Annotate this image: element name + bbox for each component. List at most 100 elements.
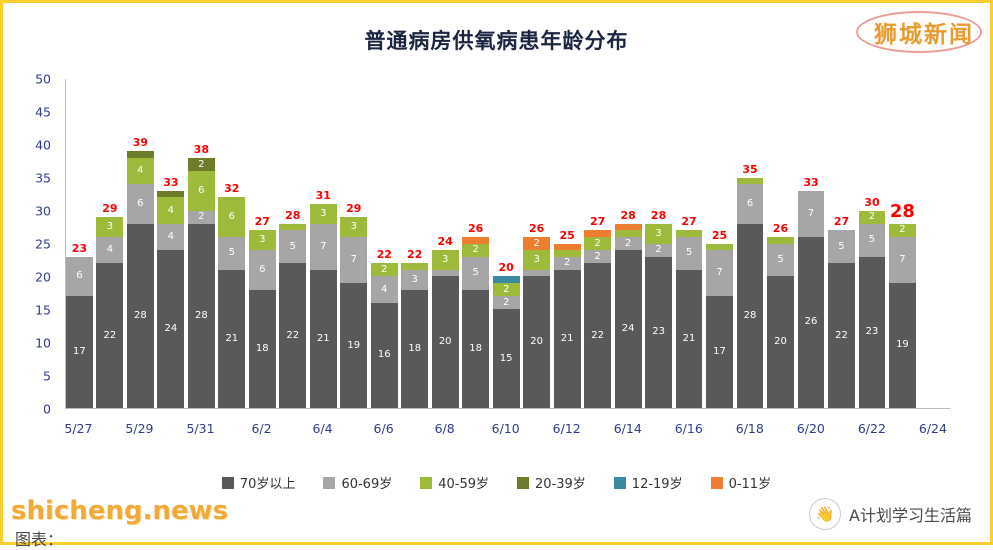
- bar-total-label: 28: [650, 208, 667, 222]
- segment-value-label: 21: [316, 332, 330, 344]
- stacked-bar: 22 5 28: [279, 79, 307, 408]
- bar-segment: [157, 190, 185, 198]
- stacked-bar: 23 2 3 28: [645, 79, 672, 408]
- bar-total-label: 38: [193, 142, 209, 156]
- legend-swatch-icon: [710, 476, 723, 489]
- bar-segment: 2: [553, 256, 581, 270]
- waving-hand-icon: 👋: [809, 498, 842, 530]
- bar-total-label: 25: [711, 228, 728, 242]
- segment-value-label: 15: [499, 352, 513, 364]
- bar-total-label: 35: [742, 162, 758, 176]
- segment-value-label: 19: [347, 339, 361, 351]
- bar-segment: 21: [553, 269, 581, 408]
- stacked-bar: 28 6 35: [736, 79, 764, 408]
- bar-segment: 5: [462, 256, 490, 290]
- segment-value-label: 24: [164, 323, 178, 335]
- bar-segment: 4: [157, 197, 185, 224]
- segment-value-label: 3: [411, 273, 418, 285]
- segment-value-label: 22: [286, 329, 300, 341]
- legend-label: 12-19岁: [631, 477, 683, 492]
- legend-label: 60-69岁: [341, 477, 393, 492]
- bar-segment: 3: [523, 250, 551, 270]
- bar-segment: 5: [218, 236, 246, 270]
- bar-total-label: 31: [315, 189, 331, 203]
- bar-total-label: 33: [803, 175, 819, 189]
- segment-value-label: 17: [713, 346, 726, 358]
- bar-total-label: 28: [285, 208, 301, 222]
- legend-label: 20-39岁: [535, 477, 586, 492]
- segment-value-label: 2: [594, 250, 601, 262]
- bar-total-label: 29: [346, 202, 362, 216]
- stacked-bar: 19 7 3 29: [340, 79, 368, 408]
- y-axis-label: 15: [35, 302, 51, 318]
- legend-swatch-icon: [420, 476, 433, 489]
- bar-segment: 2: [584, 250, 612, 264]
- segment-value-label: 24: [621, 323, 635, 335]
- stacked-bar: 24 4 4 33: [157, 79, 185, 408]
- legend-item: 0-11岁: [710, 473, 771, 492]
- bar-segment: 28: [126, 223, 154, 408]
- x-axis-label: 6/10: [491, 421, 520, 436]
- bar-total-label: 29: [102, 202, 118, 216]
- bar-segment: 20: [523, 276, 551, 408]
- x-axis-label: 6/12: [552, 421, 581, 436]
- bar-total-label: 28: [889, 200, 915, 222]
- y-axis-label: 20: [35, 269, 51, 285]
- bar-segment: 4: [370, 276, 398, 303]
- bar-segment: 5: [828, 230, 855, 264]
- segment-value-label: 4: [137, 165, 144, 177]
- bar-segment: 22: [584, 263, 612, 408]
- shicheng-news-logo: 狮城新闻: [874, 22, 974, 48]
- segment-value-label: 16: [377, 349, 391, 361]
- x-axis-label: 6/8: [434, 421, 455, 436]
- bar-segment: 18: [462, 289, 490, 408]
- bar-segment: 7: [706, 250, 733, 297]
- account-watermark: 👋 A计划学习生活篇: [809, 498, 972, 530]
- chart-title: 普通病房供氧病患年龄分布: [364, 29, 629, 54]
- bar-segment: 3: [645, 223, 672, 244]
- stacked-bar: 16 4 2 22: [370, 79, 398, 408]
- bar-segment: 3: [401, 269, 429, 290]
- bar-segment: 2: [523, 236, 551, 251]
- stacked-bar: 21 7 3 31: [309, 79, 337, 408]
- bar-segment: 18: [401, 289, 429, 408]
- stacked-bar: 24 2 28: [614, 79, 642, 408]
- bar-segment: [401, 263, 429, 270]
- stacked-bar: 22 2 2 27: [584, 79, 612, 408]
- stacked-bar: 22 5 27: [828, 79, 855, 408]
- bar-total-label: 20: [498, 261, 514, 275]
- x-axis-label: 6/14: [613, 421, 642, 436]
- bar-segment: [614, 230, 642, 237]
- bar-segment: 23: [858, 256, 886, 408]
- bar-total-label: 25: [559, 228, 575, 242]
- bar-segment: 7: [797, 190, 825, 237]
- segment-value-label: 18: [408, 342, 422, 354]
- stacked-bar: 15 2 2 20: [492, 79, 520, 408]
- segment-value-label: 2: [655, 244, 662, 256]
- y-axis-label: 50: [35, 71, 51, 87]
- bar-segment: [431, 269, 459, 277]
- segment-value-label: 28: [743, 309, 757, 321]
- bar-segment: 5: [279, 230, 307, 264]
- x-axis: 5/27 5/29 5/31 6/2 6/4 6/6 6/8 6/10 6/12 6/14 6/16…: [64, 421, 950, 441]
- bar-segment: 6: [187, 171, 215, 211]
- stacked-bar: 26 7 33: [797, 79, 825, 408]
- legend-swatch-icon: [613, 476, 626, 489]
- segment-value-label: 26: [804, 316, 818, 328]
- bar-segment: 15: [492, 309, 520, 408]
- y-axis-label: 45: [35, 104, 51, 120]
- bar-segment: 6: [218, 197, 246, 237]
- segment-value-label: 2: [381, 263, 388, 275]
- bar-segment: 3: [309, 204, 337, 224]
- bar-segment: 28: [736, 223, 764, 408]
- segment-value-label: 17: [73, 346, 86, 358]
- bar-segment: 2: [462, 243, 490, 257]
- bar-total-label: 28: [620, 208, 636, 222]
- stacked-bar: 21 5 6 32: [218, 79, 246, 408]
- x-axis-label: 6/20: [796, 421, 825, 436]
- bar-segment: 17: [66, 296, 93, 408]
- bar-total-label: 26: [468, 221, 484, 235]
- shicheng-news-url-watermark: shicheng.news: [11, 496, 229, 526]
- segment-value-label: 2: [868, 211, 876, 223]
- segment-value-label: 4: [167, 230, 175, 242]
